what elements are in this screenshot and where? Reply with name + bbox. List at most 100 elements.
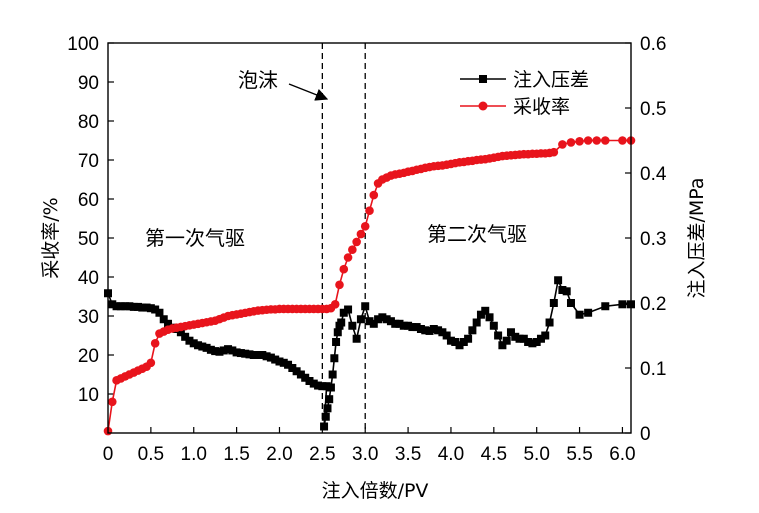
right-tick-label: 0.5 [640,99,666,120]
pressure-data-point [575,310,584,319]
recovery-data-point [365,206,374,215]
pressure-data-point [434,326,443,335]
pressure-data-point [134,302,143,311]
pressure-data-point [442,331,451,340]
x-axis-label: 注入倍数/PV [322,480,429,502]
pressure-data-point [554,276,563,285]
recovery-data-point [549,147,559,157]
right-y-axis-label: 注入压差/MPa [686,177,708,298]
pressure-data-point [219,346,228,355]
recovery-data-point [352,237,361,247]
pressure-data-point [558,286,567,294]
left-tick-label: 40 [78,268,99,289]
recovery-data-point [360,222,370,231]
pressure-data-point [446,336,455,345]
pressure-data-point [337,318,346,327]
pressure-data-point [266,353,275,362]
pressure-data-point [333,328,342,337]
recovery-data-point [146,358,156,368]
pressure-data-point [545,318,554,327]
pressure-data-point [515,334,524,343]
recovery-data-point [583,136,593,145]
pressure-data-point [326,383,335,392]
right-tick-label: 0.6 [640,34,666,55]
pressure-data-point [288,364,297,372]
pressure-data-point [322,382,331,391]
left-tick-label: 100 [67,34,99,55]
pressure-data-point [284,360,293,369]
pressure-data-point [494,331,503,340]
x-tick-label: 0.5 [138,444,164,465]
pressure-data-point [151,305,160,314]
recovery-data-point [592,136,602,145]
pressure-data-point [185,336,194,345]
stage2-annotation: 第二次气驱 [427,222,527,246]
pressure-data-point [321,412,330,421]
pressure-data-point [202,343,211,352]
pressure-data-point [374,315,383,324]
pressure-data-point [524,338,533,346]
pressure-data-point [502,336,511,345]
pressure-data-point [254,351,263,359]
left-tick-label: 60 [78,190,99,211]
pressure-data-point [421,326,430,335]
pressure-data-point [309,379,318,388]
pressure-data-point [241,349,250,358]
pressure-data-point [320,422,329,431]
recovery-data-point [330,300,340,309]
pressure-data-point [566,299,575,307]
pressure-data-point [489,321,498,330]
pressure-data-point [245,350,254,359]
pressure-data-point [211,347,220,356]
legend-recovery-marker [478,101,488,111]
right-tick-label: 0.2 [640,294,666,315]
pressure-data-point [125,302,134,311]
pressure-data-point [344,305,353,314]
pressure-data-point [382,315,391,324]
pressure-data-point [296,370,305,379]
pressure-data-point [562,287,571,296]
pressure-data-point [549,299,558,307]
pressure-data-point [325,395,334,404]
left-y-axis-label: 采收率/% [40,197,62,278]
pressure-data-point [476,310,485,319]
pressure-data-point [408,323,417,332]
pressure-data-point [108,300,117,309]
x-tick-label: 3.0 [352,444,378,465]
pressure-data-point [138,303,147,312]
x-tick-label: 1.5 [223,444,249,465]
left-tick-label: 20 [78,346,99,367]
pressure-data-point [468,326,477,335]
x-tick-label: 3.5 [395,444,421,465]
recovery-data-point [343,253,353,262]
right-tick-label: 0 [640,424,651,445]
pressure-data-point [416,325,425,333]
recovery-data-point [558,140,567,149]
pressure-data-point [532,338,541,346]
pressure-data-point [249,351,258,359]
pressure-data-point [330,354,339,363]
stage1-annotation: 第一次气驱 [145,226,245,250]
recovery-data-point [356,229,366,239]
plot-frame [107,42,632,434]
recovery-data-point [335,280,344,290]
pressure-data-point [198,342,207,351]
x-tick-label: 5.5 [566,444,592,465]
pressure-data-point [332,338,341,346]
pressure-data-point [584,308,593,317]
pressure-data-point [386,317,395,326]
pressure-data-point [425,326,434,335]
recovery-data-point [348,245,357,254]
pressure-data-point [455,341,464,350]
pressure-data-point [279,358,288,367]
pressure-data-point [399,321,408,330]
pressure-data-point [159,315,168,324]
pressure-data-point [328,370,337,379]
pressure-data-point [155,308,164,317]
right-tick-label: 0.1 [640,359,666,380]
pressure-data-point [112,302,121,311]
pressure-data-point [519,334,528,343]
pressure-data-point [459,338,468,346]
legend-pressure-label: 注入压差 [513,69,589,91]
